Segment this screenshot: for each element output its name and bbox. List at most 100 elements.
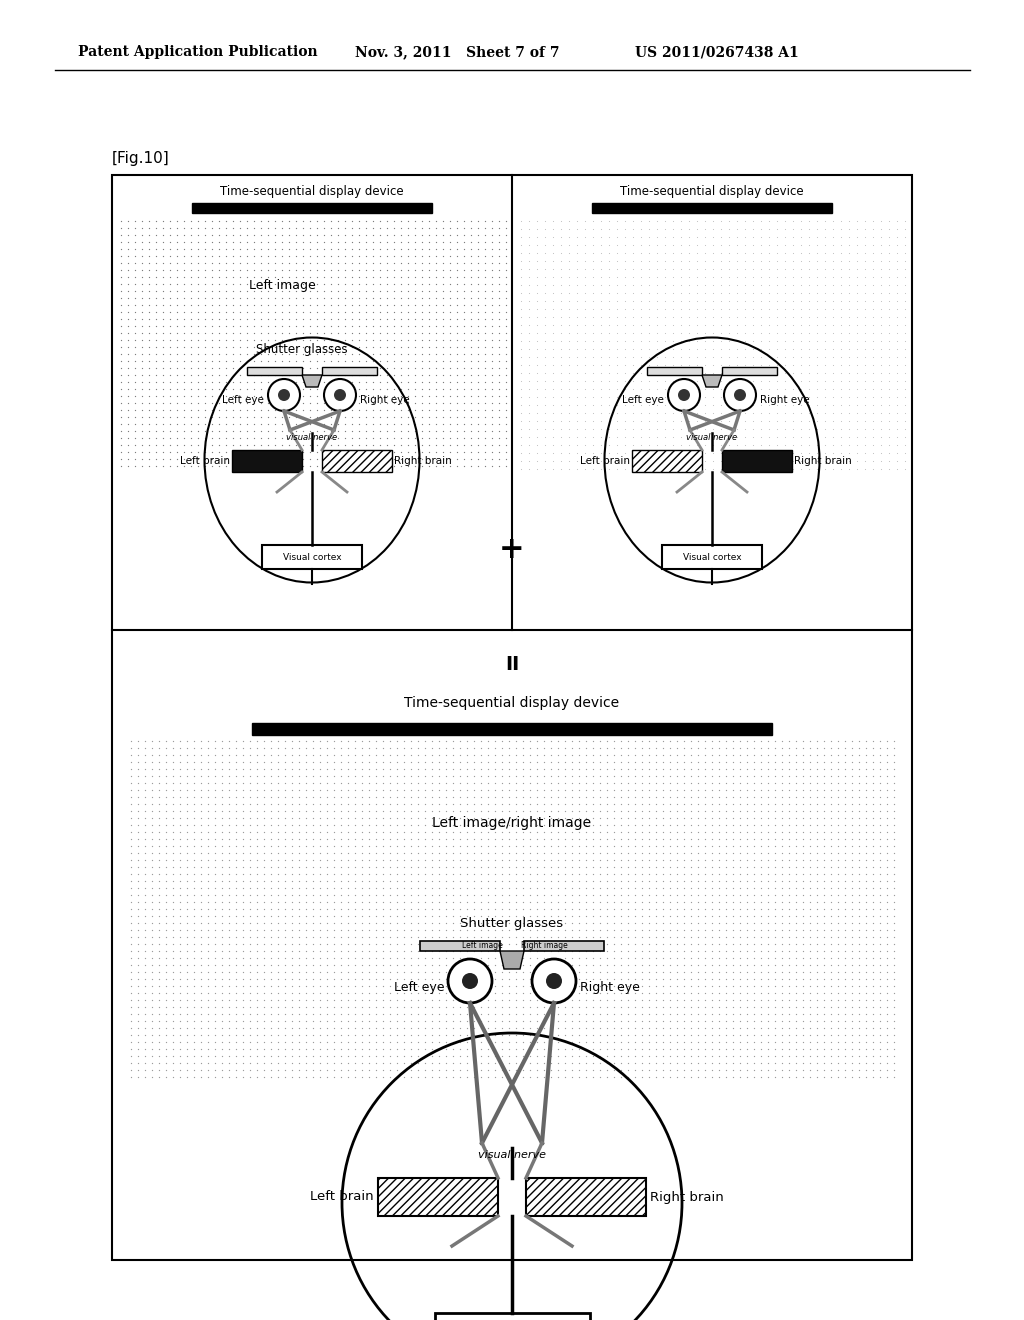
Point [662, 821, 678, 842]
Point [627, 849, 643, 870]
Point [897, 290, 913, 312]
Point [204, 335, 220, 356]
Point [171, 891, 187, 912]
Point [323, 356, 339, 378]
Point [239, 434, 255, 455]
Point [641, 218, 657, 239]
Point [336, 441, 352, 462]
Point [598, 744, 614, 766]
Point [346, 898, 362, 919]
Point [801, 322, 817, 343]
Point [662, 954, 678, 975]
Point [585, 235, 601, 256]
Point [808, 876, 824, 898]
Point [598, 828, 614, 849]
Point [248, 772, 264, 793]
Point [417, 933, 433, 954]
Point [696, 235, 713, 256]
Point [654, 855, 671, 876]
Point [841, 442, 857, 463]
Point [248, 863, 264, 884]
Point [255, 1031, 271, 1052]
Point [479, 849, 496, 870]
Point [357, 371, 374, 392]
Point [204, 378, 220, 399]
Point [578, 940, 594, 961]
Point [507, 814, 523, 836]
Point [459, 855, 475, 876]
Point [745, 982, 762, 1003]
Point [217, 210, 233, 231]
Point [627, 933, 643, 954]
Point [262, 737, 279, 758]
Point [521, 450, 538, 471]
Point [705, 338, 721, 359]
Point [598, 800, 614, 821]
Point [291, 821, 307, 842]
Point [339, 737, 355, 758]
Point [224, 407, 241, 428]
Point [210, 322, 226, 343]
Point [266, 378, 283, 399]
Text: Left eye: Left eye [393, 981, 444, 994]
Point [423, 982, 439, 1003]
Point [717, 842, 733, 863]
Point [213, 884, 229, 906]
Point [437, 1024, 454, 1045]
Point [543, 855, 559, 876]
Point [864, 1003, 881, 1024]
Point [543, 821, 559, 842]
Point [129, 793, 145, 814]
Point [897, 235, 913, 256]
Point [189, 294, 206, 315]
Point [528, 898, 545, 919]
Point [881, 338, 897, 359]
Point [136, 821, 153, 842]
Point [753, 322, 769, 343]
Point [375, 968, 391, 989]
Point [570, 793, 587, 814]
Point [462, 371, 478, 392]
Point [206, 925, 222, 946]
Point [281, 216, 297, 238]
Point [273, 434, 290, 455]
Point [802, 1031, 818, 1052]
Point [378, 265, 394, 286]
Point [753, 919, 769, 940]
Point [563, 758, 580, 779]
Point [494, 1003, 510, 1024]
Point [591, 779, 607, 800]
Point [357, 224, 374, 246]
Point [857, 210, 873, 231]
Point [175, 231, 191, 252]
Point [731, 855, 748, 876]
Point [609, 243, 626, 264]
Point [591, 758, 607, 779]
Point [193, 1052, 209, 1073]
Point [711, 1031, 727, 1052]
Point [402, 906, 419, 927]
Point [147, 343, 164, 364]
Point [501, 946, 517, 968]
Point [528, 210, 545, 231]
Point [206, 751, 222, 772]
Point [766, 975, 782, 997]
Point [248, 814, 264, 836]
Point [350, 420, 367, 441]
Point [372, 455, 388, 477]
Point [849, 251, 865, 272]
Text: Shutter glasses: Shutter glasses [256, 343, 348, 356]
Point [220, 800, 237, 821]
Point [593, 458, 609, 479]
Point [744, 314, 761, 335]
Point [815, 785, 831, 807]
Point [430, 876, 446, 898]
Point [857, 1038, 873, 1059]
Point [326, 772, 342, 793]
Point [449, 350, 465, 371]
Point [395, 836, 412, 857]
Point [158, 933, 174, 954]
Point [815, 836, 831, 857]
Point [273, 447, 290, 469]
Point [808, 975, 824, 997]
